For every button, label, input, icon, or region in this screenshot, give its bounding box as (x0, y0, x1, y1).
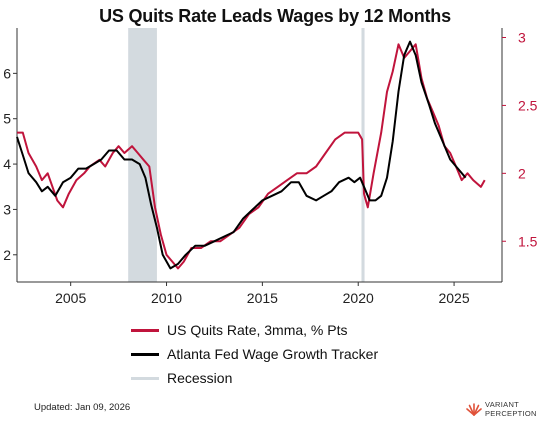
legend-item-recession: Recession (131, 366, 378, 390)
y-right-tick-label: 3 (518, 30, 526, 46)
legend-swatch-recession (131, 377, 159, 380)
x-tick-label: 2005 (55, 290, 86, 306)
y-left-tick-label: 6 (3, 65, 11, 81)
legend: US Quits Rate, 3mma, % Pts Atlanta Fed W… (131, 318, 378, 390)
wage-tracker-line (16, 40, 467, 270)
quits-rate-line (17, 43, 486, 270)
x-tick-label: 2015 (247, 290, 278, 306)
legend-label-wage: Atlanta Fed Wage Growth Tracker (167, 346, 379, 362)
x-tick-label: 2010 (151, 290, 182, 306)
legend-item-quits: US Quits Rate, 3mma, % Pts (131, 318, 378, 342)
recession-band (128, 28, 157, 282)
y-right-tick-label: 1.5 (518, 233, 538, 249)
legend-swatch-wage (131, 353, 159, 356)
legend-item-wage: Atlanta Fed Wage Growth Tracker (131, 342, 378, 366)
brand-name: VARIANT PERCEPTION (485, 400, 537, 418)
legend-label-recession: Recession (167, 370, 233, 386)
updated-date: Updated: Jan 09, 2026 (34, 402, 131, 413)
brand-line-1: VARIANT (485, 400, 520, 409)
chart-title: US Quits Rate Leads Wages by 12 Months (99, 6, 451, 26)
y-left-tick-label: 5 (3, 111, 11, 127)
y-right-tick-label: 2 (518, 165, 526, 181)
brand-logo: VARIANT PERCEPTION (466, 397, 546, 421)
legend-swatch-quits (131, 329, 159, 332)
legend-label-quits: US Quits Rate, 3mma, % Pts (167, 322, 348, 338)
y-left-tick-label: 4 (3, 156, 11, 172)
x-tick-label: 2020 (343, 290, 374, 306)
y-left-tick-label: 2 (3, 247, 11, 263)
sunburst-icon (466, 403, 482, 416)
brand-line-2: PERCEPTION (485, 409, 537, 418)
x-tick-label: 2025 (438, 290, 469, 306)
y-left-tick-label: 3 (3, 201, 11, 217)
y-right-tick-label: 2.5 (518, 97, 538, 113)
